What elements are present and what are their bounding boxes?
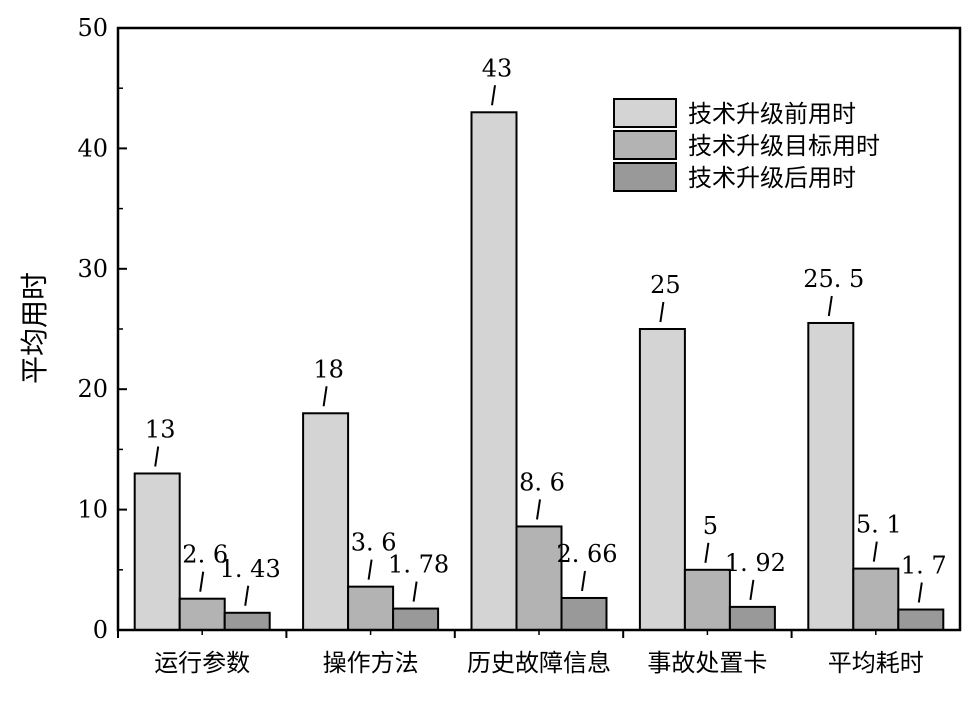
data-label: 5	[703, 512, 718, 540]
data-label: 43	[482, 54, 513, 82]
legend-swatch	[613, 98, 677, 128]
data-label-leader	[322, 386, 328, 407]
legend-label: 技术升级前用时	[688, 100, 856, 128]
data-label-leader	[536, 499, 541, 520]
data-label-leader	[199, 571, 205, 592]
data-label: 1. 7	[901, 552, 947, 580]
x-tick-label: 操作方法	[323, 649, 419, 677]
data-label-leader	[659, 301, 665, 323]
bar	[728, 605, 776, 631]
bar	[470, 111, 518, 631]
data-label: 13	[145, 415, 176, 443]
legend-swatch	[613, 130, 677, 160]
bar	[133, 472, 181, 632]
bars	[133, 111, 945, 632]
data-label: 25. 5	[803, 265, 864, 293]
bar	[178, 597, 226, 631]
data-label-leader	[154, 446, 160, 467]
data-label-leader	[367, 559, 373, 580]
data-label: 18	[313, 355, 344, 383]
bar	[683, 568, 731, 631]
data-label: 1. 43	[220, 555, 281, 583]
data-label: 25	[650, 271, 681, 299]
y-tick-label: 20	[77, 375, 108, 403]
data-label: 1. 92	[725, 549, 786, 577]
bar	[807, 321, 855, 631]
x-tick-label: 事故处置卡	[647, 649, 767, 677]
y-tick-label: 50	[77, 14, 108, 42]
data-label-leader	[491, 85, 496, 106]
plot-frame	[116, 26, 962, 632]
y-tick-label: 30	[77, 255, 108, 283]
x-axis-tick-labels: 运行参数 操作方法 历史故障信息 事故处置卡 平均耗时	[117, 630, 924, 677]
data-label: 5. 1	[856, 511, 902, 539]
bar	[897, 608, 945, 631]
data-label-leader	[244, 585, 250, 606]
data-label-leader	[827, 295, 833, 317]
data-label-leader	[917, 582, 923, 603]
data-label: 3. 6	[351, 529, 397, 557]
data-label: 1. 78	[388, 551, 449, 579]
y-tick-label: 40	[77, 134, 108, 162]
data-label-leader	[872, 541, 878, 562]
bar	[638, 328, 686, 631]
y-axis-ticks: 0 10 20 30 40 50	[77, 14, 127, 644]
y-tick-label: 10	[77, 496, 108, 524]
data-labels: 13 2. 61. 43 18 3. 61. 78 43 8. 6 2. 66 25 51. 9…	[145, 54, 947, 606]
x-tick-label: 运行参数	[154, 649, 250, 677]
bar	[515, 525, 563, 631]
bar	[223, 611, 271, 631]
data-label-leader	[749, 579, 755, 601]
data-label-leader	[581, 570, 586, 592]
bar	[392, 607, 440, 631]
data-label: 2. 6	[182, 541, 228, 569]
data-label-leader	[412, 581, 418, 602]
legend-label: 技术升级目标用时	[688, 132, 880, 160]
bar	[852, 567, 900, 632]
x-tick-label: 平均耗时	[828, 649, 924, 677]
data-label: 2. 66	[556, 540, 617, 568]
data-label-leader	[704, 542, 710, 563]
data-label: 8. 6	[519, 468, 565, 496]
legend-label: 技术升级后用时	[688, 164, 856, 192]
x-tick-label: 历史故障信息	[467, 649, 611, 677]
bar	[302, 412, 350, 631]
y-axis-title: 平均用时	[18, 272, 51, 384]
y-tick-label: 0	[93, 616, 108, 644]
bar	[347, 585, 395, 632]
legend-swatch	[613, 162, 677, 192]
bar	[560, 596, 608, 631]
